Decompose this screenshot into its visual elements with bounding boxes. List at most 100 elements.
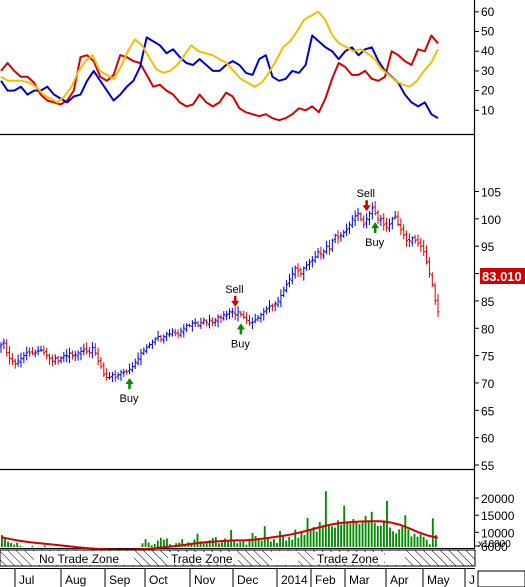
- volume-bar: [159, 537, 162, 547]
- volume-bar: [303, 535, 306, 547]
- volume-bar: [367, 522, 370, 547]
- volume-bar: [419, 534, 422, 547]
- volume-bar: [217, 543, 220, 547]
- signal-label-buy: Buy: [231, 338, 250, 350]
- price-panel: [0, 201, 440, 383]
- signal-label-buy: Buy: [365, 237, 384, 249]
- volume-bar: [349, 523, 352, 547]
- volume-bar: [434, 535, 437, 547]
- volume-bar: [398, 529, 401, 547]
- volume-bar: [361, 521, 364, 547]
- volume-bar: [334, 527, 336, 547]
- month-label: Jul: [19, 573, 34, 587]
- price-tick-label: 60: [481, 432, 495, 446]
- price-tick-label: 85: [481, 295, 495, 309]
- volume-bar: [248, 538, 251, 547]
- volume-bar: [141, 543, 144, 547]
- volume-bar: [312, 527, 315, 547]
- volume-bar: [343, 505, 346, 547]
- volume-bar: [150, 545, 153, 547]
- volume-bar: [227, 540, 229, 547]
- signal-label-sell: Sell: [357, 188, 375, 200]
- volume-bar: [13, 544, 16, 547]
- volume-bar: [425, 539, 428, 547]
- volume-bar: [331, 526, 333, 547]
- price-tick-label: 65: [481, 404, 495, 418]
- zone-no-trade-2: [272, 551, 298, 565]
- volume-bar: [373, 522, 376, 547]
- volume-bar: [382, 520, 385, 547]
- zone-strip: No Trade Zone Trade Zone Trade Zone: [0, 549, 476, 567]
- price-tick-label: 75: [481, 350, 495, 364]
- volume-bar: [4, 538, 6, 547]
- volume-bar: [208, 540, 211, 547]
- indicator-tick-label: 20: [481, 84, 495, 98]
- month-label: 2014: [281, 573, 308, 587]
- volume-bar: [324, 491, 327, 547]
- volume-bar: [407, 529, 410, 547]
- month-label: Apr: [390, 573, 409, 587]
- volume-bar: [416, 536, 419, 547]
- volume-tick-label: 15000: [481, 509, 515, 523]
- volume-bar: [364, 515, 367, 547]
- signal-layer: Buy Sell Buy Sell Buy: [120, 188, 385, 405]
- volume-bar: [379, 525, 382, 547]
- sell-arrow: [362, 200, 371, 212]
- volume-bar: [260, 540, 263, 547]
- volume-bar: [327, 525, 330, 547]
- month-label: Sep: [109, 573, 131, 587]
- volume-panel: [0, 491, 439, 551]
- volume-bar: [239, 541, 242, 547]
- zone-no-trade-1: [34, 551, 134, 565]
- month-label: Oct: [149, 573, 168, 587]
- month-label: Nov: [194, 573, 215, 587]
- volume-bar: [254, 536, 257, 547]
- price-tick-label: 105: [481, 186, 501, 200]
- volume-scale-label: x10000: [478, 539, 511, 550]
- volume-bar: [257, 537, 260, 547]
- volume-bar: [1, 535, 3, 547]
- volume-bar: [230, 529, 233, 547]
- volume-bar: [31, 546, 34, 547]
- volume-bar: [233, 540, 236, 547]
- indicator-tick-label: 40: [481, 44, 495, 58]
- buy-arrow: [371, 222, 380, 234]
- volume-bar: [300, 533, 303, 547]
- volume-bar: [370, 511, 373, 547]
- month-label: J: [469, 573, 475, 587]
- price-tick-label: 100: [481, 213, 501, 227]
- volume-bar: [196, 533, 199, 547]
- indicator-series-line-3: [0, 10, 439, 104]
- buy-arrow: [125, 378, 134, 390]
- volume-bar: [19, 545, 22, 547]
- price-tick-label: 70: [481, 377, 495, 391]
- price-tick-label: 80: [481, 322, 495, 336]
- indicator-tick-label: 30: [481, 64, 495, 78]
- volume-bar: [306, 517, 309, 547]
- volume-bar: [276, 542, 278, 547]
- volume-tick-label: 10000: [481, 526, 515, 540]
- indicator-tick-label: 10: [481, 103, 495, 117]
- zone-label-trade-1: Trade Zone: [171, 552, 233, 566]
- indicator-panel: [0, 10, 439, 122]
- volume-bar: [282, 535, 285, 547]
- volume-bar: [352, 518, 355, 547]
- volume-bar: [205, 541, 208, 547]
- volume-bar: [266, 537, 269, 547]
- volume-bar: [236, 543, 239, 547]
- month-label: Feb: [315, 573, 336, 587]
- signal-label-sell: Sell: [225, 284, 243, 296]
- volume-bar: [428, 544, 431, 547]
- axis-scroll-box[interactable]: [477, 570, 525, 587]
- volume-bar: [181, 539, 184, 547]
- price-tick-label: 55: [481, 459, 495, 473]
- volume-bar: [153, 543, 156, 547]
- volume-bar: [294, 529, 297, 547]
- volume-bar: [346, 522, 349, 547]
- last-price-label: 83.010: [480, 268, 525, 284]
- indicator-tick-label: 50: [481, 25, 495, 39]
- volume-bar: [43, 545, 46, 547]
- volume-bar: [242, 541, 245, 547]
- volume-bar: [315, 531, 318, 547]
